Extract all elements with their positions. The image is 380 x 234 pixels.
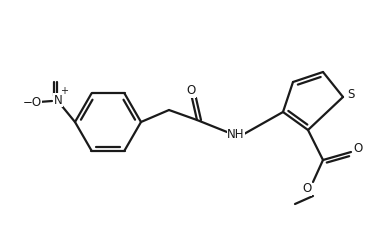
Text: +: + xyxy=(60,86,68,96)
Text: N: N xyxy=(54,94,62,106)
Text: −O: −O xyxy=(22,95,41,109)
Text: S: S xyxy=(347,88,355,102)
Text: O: O xyxy=(186,84,196,98)
Text: NH: NH xyxy=(227,128,245,140)
Text: O: O xyxy=(353,143,363,156)
Text: O: O xyxy=(302,183,312,195)
